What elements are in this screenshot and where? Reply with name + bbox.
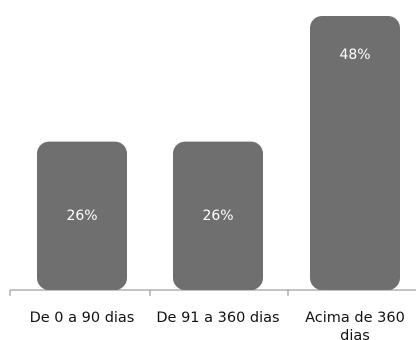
category-label: De 91 a 360 dias	[156, 310, 279, 326]
category-label: Acima de 360 dias	[305, 310, 405, 340]
bar-value-label: 26%	[202, 208, 233, 224]
bar-series: 26% 26% 48%	[37, 16, 400, 290]
category-labels: De 0 a 90 dias De 91 a 360 dias Acima de 3…	[30, 310, 405, 340]
bar	[310, 16, 400, 290]
bar-value-label: 26%	[66, 208, 97, 224]
bar	[173, 141, 263, 290]
bar-value-label: 48%	[339, 47, 370, 63]
category-label: De 0 a 90 dias	[30, 310, 135, 326]
bar	[37, 141, 127, 290]
